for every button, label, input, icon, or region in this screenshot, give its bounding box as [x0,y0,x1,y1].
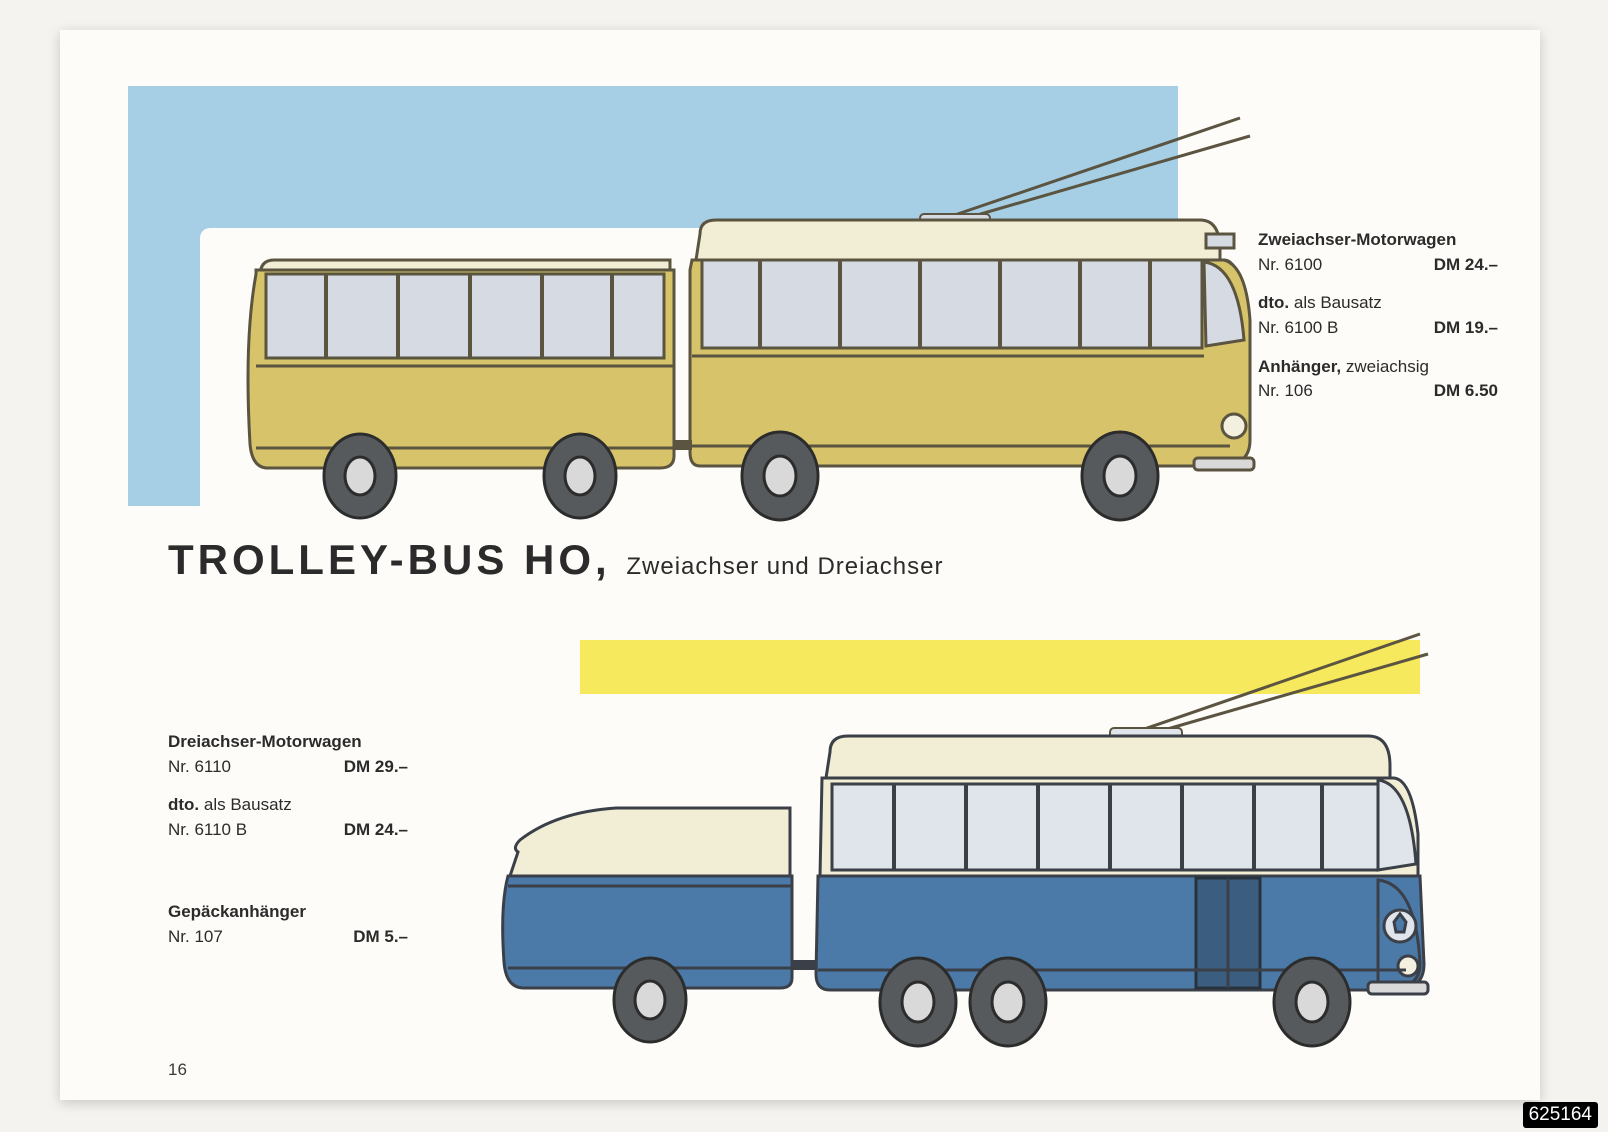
pricebox-lower-a: Dreiachser-Motorwagen Nr. 6110 DM 29.– d… [168,730,428,843]
prod-price: DM 5.– [353,925,408,950]
prod-price: DM 24.– [1434,253,1498,278]
catalog-page: TROLLEY-BUS HO, Zweiachser und Dreiachse… [60,30,1540,1100]
scan-number: 625164 [1523,1102,1598,1128]
prod-nr: Nr. 6110 [168,755,231,780]
pricebox-lower-b: Gepäckanhänger Nr. 107 DM 5.– [168,900,428,949]
prod-title-rest: zweiachsig [1341,357,1429,376]
prod-nr: Nr. 106 [1258,379,1313,404]
prod-nr: Nr. 6100 B [1258,316,1338,341]
prod-price: DM 29.– [344,755,408,780]
heading-main: TROLLEY-BUS HO, [168,536,611,583]
prod-title: Dreiachser-Motorwagen [168,732,362,751]
prod-title-rest: als Bausatz [1289,293,1382,312]
prod-title: Anhänger, [1258,357,1341,376]
illustration-trolleybus-two-axle [200,110,1260,530]
heading-sub: Zweiachser und Dreiachser [626,553,943,580]
prod-nr: Nr. 107 [168,925,223,950]
prod-title: dto. [168,795,199,814]
prod-nr: Nr. 6100 [1258,253,1322,278]
prod-title: Gepäckanhänger [168,902,306,921]
prod-title-rest: als Bausatz [199,795,292,814]
prod-title: Zweiachser-Motorwagen [1258,230,1456,249]
page-number: 16 [168,1060,187,1080]
prod-nr: Nr. 6110 B [168,818,247,843]
product-heading: TROLLEY-BUS HO, Zweiachser und Dreiachse… [168,536,943,584]
prod-price: DM 6.50 [1434,379,1498,404]
prod-price: DM 24.– [344,818,408,843]
illustration-trolleybus-three-axle [460,626,1440,1056]
prod-title: dto. [1258,293,1289,312]
pricebox-upper: Zweiachser-Motorwagen Nr. 6100 DM 24.– d… [1258,228,1518,404]
prod-price: DM 19.– [1434,316,1498,341]
